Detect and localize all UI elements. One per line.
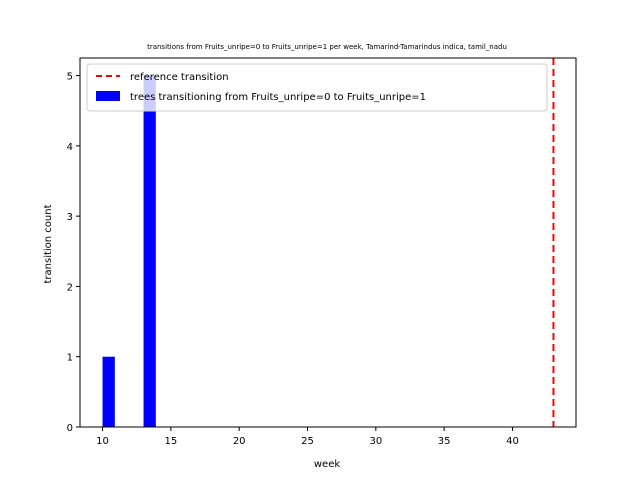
legend-bar-swatch (96, 91, 120, 101)
x-tick-label-20: 20 (233, 436, 246, 447)
y-tick-label-3: 3 (67, 212, 73, 223)
x-axis-label: week (314, 459, 340, 470)
y-tick-label-4: 4 (67, 142, 73, 153)
y-tick-label-5: 5 (67, 72, 73, 83)
y-axis-label: transition count (43, 204, 54, 283)
chart-title: transitions from Fruits_unripe=0 to Frui… (147, 43, 507, 51)
y-tick-label-1: 1 (67, 353, 73, 364)
legend-reference-label: reference transition (130, 72, 229, 83)
legend: reference transition trees transitioning… (86, 63, 548, 112)
axes-frame (79, 57, 577, 428)
x-tick-label-10: 10 (96, 436, 109, 447)
plot-area: 10 15 20 25 30 35 40 0 1 2 3 4 5 (67, 57, 577, 447)
y-tick-label-2: 2 (67, 282, 73, 293)
bar-week-10 (102, 356, 115, 427)
y-tick-label-0: 0 (67, 423, 73, 434)
x-tick-label-35: 35 (438, 436, 451, 447)
x-tick-label-30: 30 (369, 436, 382, 447)
legend-bar-label: trees transitioning from Fruits_unripe=0… (130, 92, 426, 103)
x-tick-label-15: 15 (164, 436, 177, 447)
bar-week-13 (143, 75, 156, 428)
legend-frame (86, 63, 548, 112)
x-tick-label-40: 40 (506, 436, 519, 447)
x-tick-label-25: 25 (301, 436, 314, 447)
